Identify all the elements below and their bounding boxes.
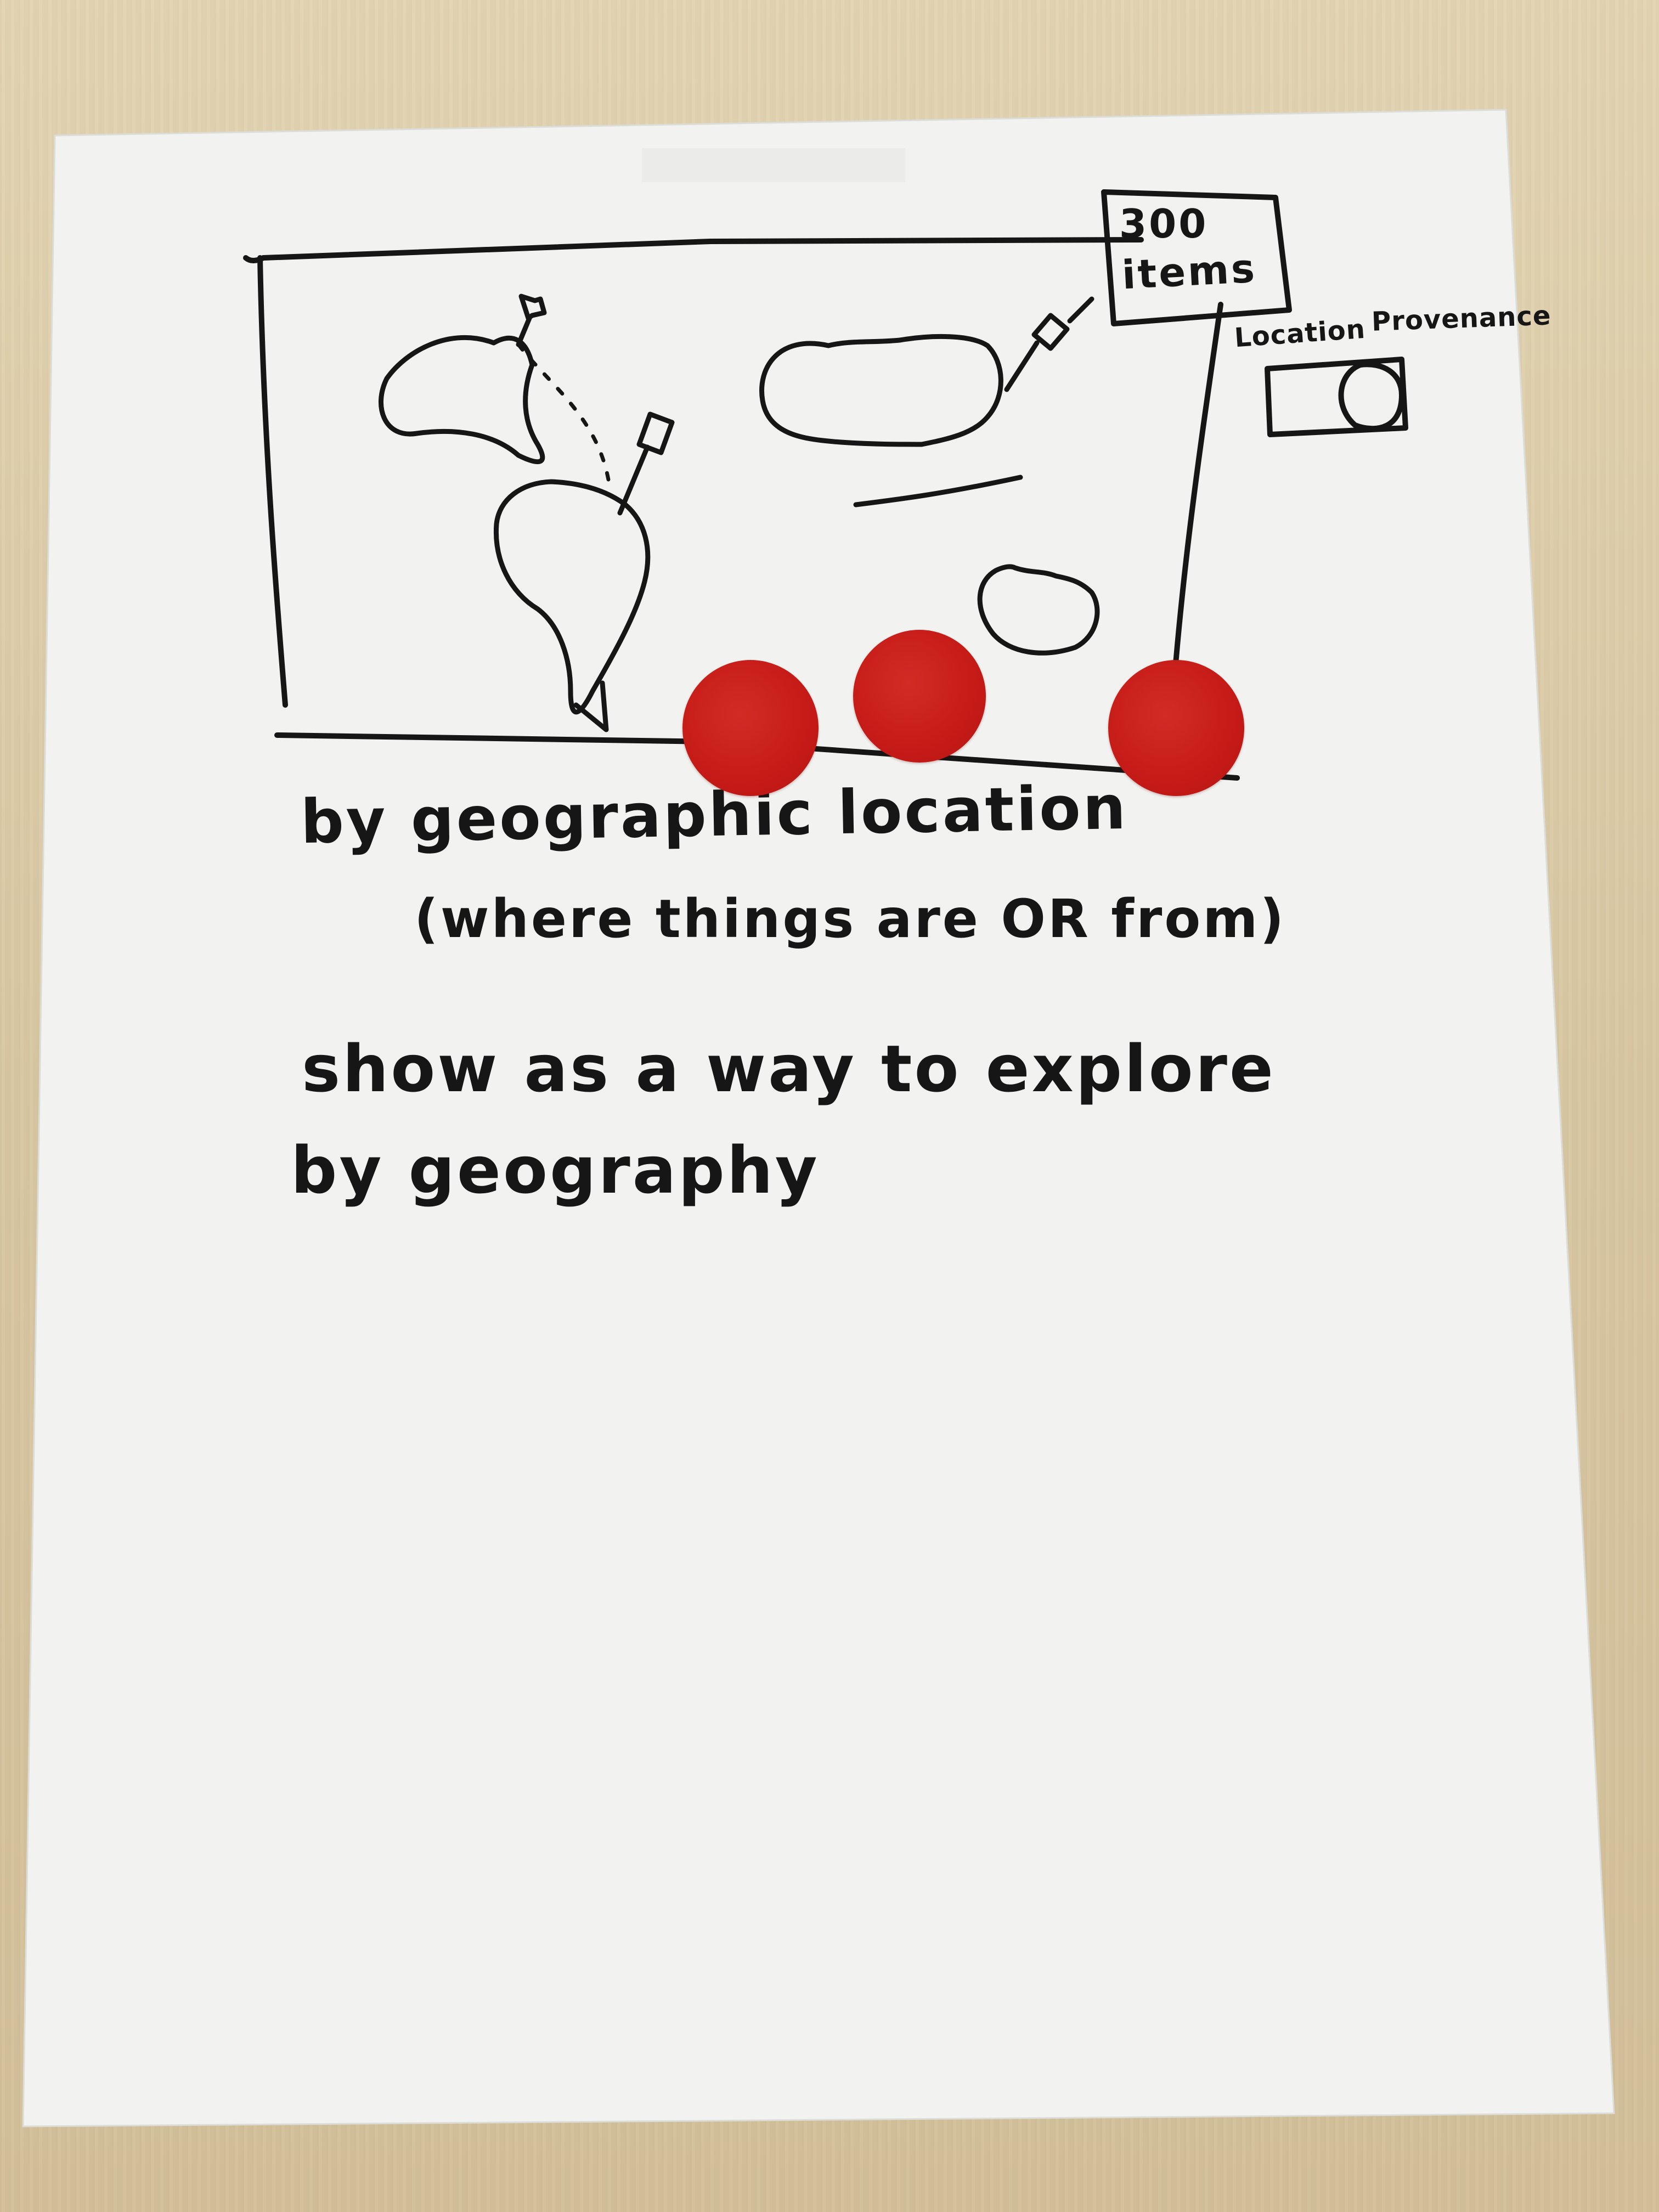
note-line-1: show as a way to explore — [302, 1031, 1276, 1107]
south-america-outline — [493, 479, 651, 715]
red-sticker-dot — [853, 630, 986, 763]
count-box-number: 300 — [1119, 201, 1209, 247]
pin-north-america-icon — [518, 294, 547, 321]
pin-south-america-icon — [636, 411, 675, 455]
item-count-box — [1101, 189, 1292, 326]
route-dashed-line — [516, 342, 611, 485]
australia-outline — [977, 564, 1100, 656]
pin-asia-icon — [1031, 313, 1070, 351]
caption-line-2: (where things are OR from) — [414, 888, 1286, 950]
location-provenance-toggle — [1265, 357, 1408, 437]
north-america-outline — [378, 335, 545, 465]
count-box-label: items — [1120, 245, 1258, 298]
note-line-2: by geography — [291, 1132, 820, 1208]
toggle-knob — [1338, 362, 1404, 432]
legend-label-provenance: Provenance — [1371, 300, 1552, 337]
eurasia-outline — [759, 334, 1003, 447]
continent-outlines — [378, 334, 1100, 732]
red-sticker-dot — [1108, 660, 1244, 796]
map-pins — [516, 294, 1094, 516]
red-sticker-dot — [682, 660, 819, 796]
